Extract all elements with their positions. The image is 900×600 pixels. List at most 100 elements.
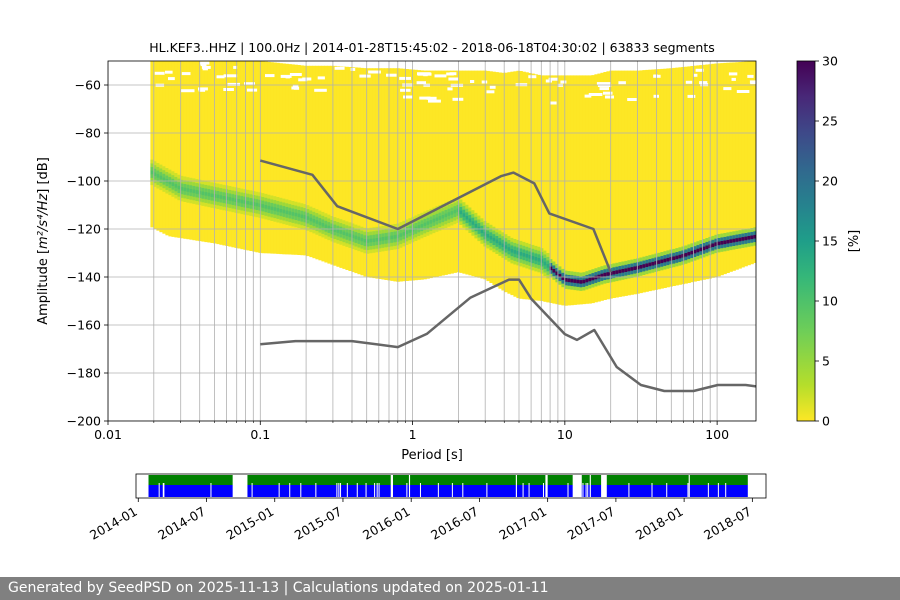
psd-density-cell: [222, 202, 226, 207]
psd-envelope-column: [336, 66, 340, 267]
psd-envelope-column: [201, 61, 205, 242]
psd-density-cell: [438, 215, 442, 220]
psd-density-cell: [213, 197, 217, 202]
psd-gap-speckle: [350, 67, 356, 71]
psd-density-cell: [477, 219, 481, 224]
psd-density-cell: [273, 217, 277, 222]
psd-density-cell: [348, 244, 352, 248]
psd-density-cell: [510, 252, 514, 257]
psd-density-cell: [516, 254, 520, 259]
psd-density-cell: [273, 207, 277, 211]
psd-density-cell: [438, 223, 442, 227]
psd-envelope-column: [426, 70, 430, 279]
psd-density-cell: [546, 260, 550, 265]
y-tick-label: −60: [75, 78, 101, 93]
psd-density-cell: [150, 166, 154, 171]
psd-density-cell: [513, 242, 517, 247]
psd-density-cell: [561, 283, 565, 288]
psd-density-cell: [153, 172, 157, 176]
psd-density-cell: [279, 212, 283, 217]
psd-envelope-column: [528, 73, 532, 300]
psd-gap-speckle: [302, 77, 312, 81]
psd-density-cell: [576, 272, 580, 277]
psd-gap-speckle: [216, 75, 225, 79]
psd-density-cell: [165, 171, 169, 176]
psd-density-cell: [525, 242, 529, 247]
psd-density-cell: [267, 212, 271, 217]
timeline-gap: [601, 475, 607, 497]
psd-envelope-column: [432, 70, 436, 278]
psd-density-cell: [573, 271, 577, 276]
psd-density-cell: [342, 234, 346, 239]
timeline-gap: [376, 483, 378, 497]
psd-density-cell: [303, 225, 307, 230]
y-tick-label: −80: [75, 126, 101, 141]
psd-envelope-column: [570, 75, 574, 306]
psd-density-cell: [663, 251, 667, 256]
psd-gap-speckle: [428, 99, 441, 103]
psd-density-cell: [249, 212, 253, 216]
psd-density-cell: [594, 271, 598, 276]
psd-density-cell: [579, 279, 583, 284]
psd-density-cell: [345, 225, 349, 229]
psd-density-cell: [717, 241, 721, 246]
psd-density-cell: [702, 246, 706, 251]
psd-density-cell: [489, 235, 493, 240]
psd-density-cell: [279, 215, 283, 220]
psd-envelope-column: [597, 73, 601, 302]
psd-density-cell: [264, 193, 268, 198]
psd-density-cell: [255, 198, 259, 203]
psd-envelope-column: [516, 70, 520, 299]
psd-density-cell: [738, 244, 742, 249]
psd-density-cell: [435, 224, 439, 229]
timeline-gap: [589, 475, 591, 497]
psd-density-cell: [207, 185, 211, 190]
psd-density-cell: [747, 232, 751, 236]
psd-envelope-column: [243, 61, 247, 250]
psd-density-cell: [528, 261, 532, 266]
psd-density-cell: [297, 220, 301, 225]
psd-density-cell: [687, 251, 691, 256]
psd-density-cell: [411, 224, 415, 228]
psd-density-cell: [420, 220, 424, 224]
psd-density-cell: [309, 224, 313, 229]
psd-envelope-column: [651, 69, 655, 291]
psd-envelope-column: [240, 61, 244, 250]
psd-density-cell: [255, 209, 259, 214]
psd-density-cell: [696, 241, 700, 246]
psd-envelope-column: [624, 70, 628, 296]
psd-density-cell: [702, 249, 706, 254]
psd-density-cell: [645, 266, 649, 271]
psd-envelope-column: [546, 75, 550, 303]
psd-density-cell: [537, 268, 541, 273]
psd-gap-speckle: [168, 77, 175, 81]
psd-density-cell: [381, 247, 385, 252]
psd-density-cell: [426, 228, 430, 233]
psd-density-cell: [225, 189, 229, 193]
timeline-gap: [515, 475, 517, 497]
psd-density-cell: [234, 205, 238, 210]
psd-density-cell: [753, 241, 756, 246]
psd-density-cell: [594, 279, 598, 283]
psd-gap-speckle: [750, 81, 756, 85]
psd-gap-speckle: [603, 91, 613, 95]
psd-density-cell: [606, 275, 610, 280]
psd-density-cell: [336, 229, 340, 233]
psd-density-cell: [522, 259, 526, 264]
psd-density-cell: [273, 203, 277, 208]
psd-density-cell: [600, 273, 604, 278]
psd-density-cell: [588, 277, 592, 282]
psd-density-cell: [465, 222, 469, 227]
psd-density-cell: [150, 159, 154, 164]
psd-density-cell: [186, 180, 190, 185]
psd-density-cell: [657, 263, 661, 268]
psd-density-cell: [261, 211, 265, 215]
psd-density-cell: [687, 255, 691, 260]
psd-density-cell: [588, 281, 592, 285]
psd-density-cell: [447, 212, 451, 216]
psd-density-cell: [201, 187, 205, 192]
psd-density-cell: [702, 253, 706, 258]
psd-envelope-column: [513, 71, 517, 297]
x-tick-label: 0.01: [94, 427, 122, 442]
psd-density-cell: [243, 196, 247, 201]
